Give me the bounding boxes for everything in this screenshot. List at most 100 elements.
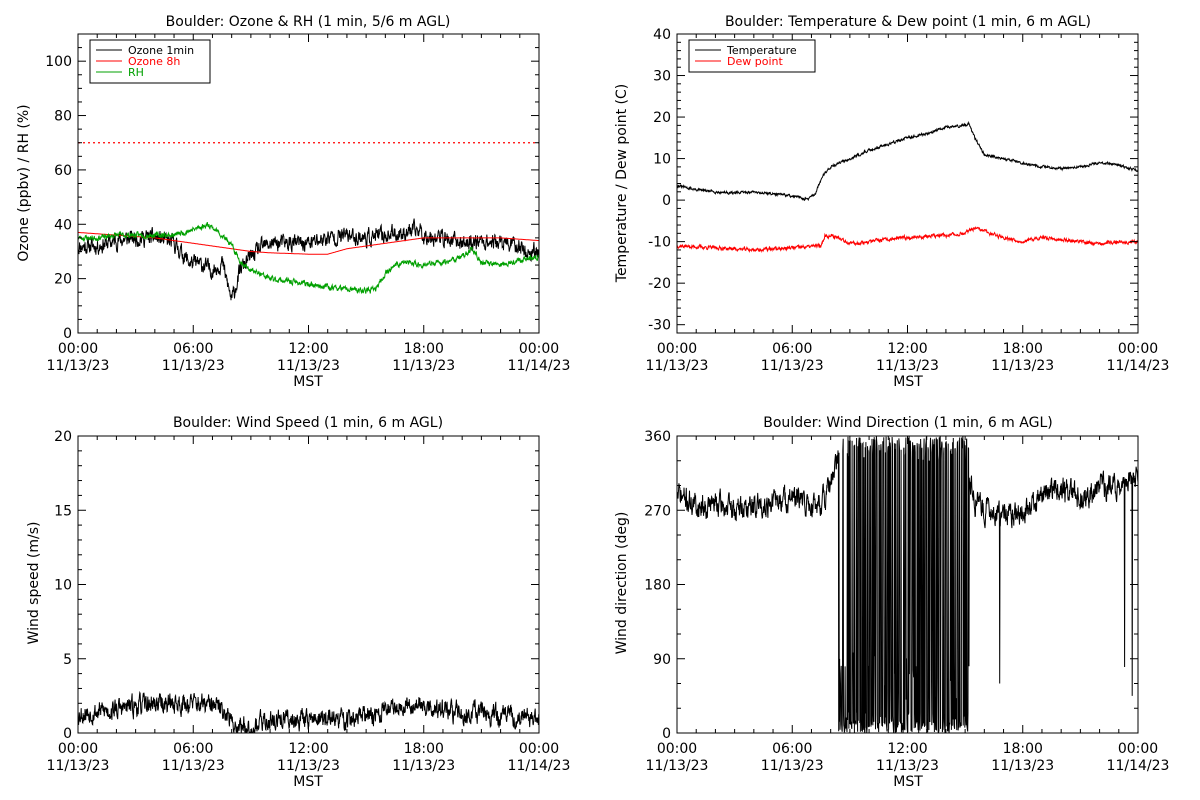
y-tick-label: 10 [653,152,671,168]
x-tick-date: 11/13/23 [392,758,455,774]
y-axis-label: Wind speed (m/s) [26,522,42,645]
x-tick-label: 00:00 [1118,341,1158,357]
x-tick-label: 18:00 [404,341,444,357]
series-line [78,231,539,255]
chart-title: Boulder: Wind Direction (1 min, 6 m AGL) [763,415,1052,431]
y-tick-label: 0 [63,326,72,342]
legend-label: Temperature [726,44,797,57]
y-axis-label: Temperature / Dew point (C) [614,84,630,283]
y-tick-label: 90 [653,652,671,668]
y-tick-label: 100 [45,54,72,70]
y-tick-label: 360 [644,429,671,445]
x-tick-date: 11/13/23 [646,358,709,374]
x-axis-label: MST [293,374,323,390]
x-tick-label: 00:00 [58,341,98,357]
x-tick-label: 06:00 [173,341,213,357]
x-tick-label: 00:00 [1118,741,1158,757]
x-tick-date: 11/13/23 [277,358,340,374]
x-tick-date: 11/14/23 [1107,758,1170,774]
x-tick-date: 11/13/23 [162,358,225,374]
legend-label: Ozone 1min [128,44,194,57]
x-tick-date: 11/13/23 [392,358,455,374]
x-tick-label: 06:00 [173,741,213,757]
plot-area: 00:0011/13/2306:0011/13/2312:0011/13/231… [47,429,571,774]
y-tick-label: -10 [648,235,671,251]
plot-area: 00:0011/13/2306:0011/13/2312:0011/13/231… [644,429,1169,774]
data-layer [78,690,539,733]
x-tick-label: 00:00 [657,341,697,357]
x-tick-label: 12:00 [887,341,927,357]
x-axis-label: MST [893,374,923,390]
x-tick-label: 18:00 [1003,341,1043,357]
y-tick-label: -20 [648,276,671,292]
x-tick-date: 11/13/23 [876,358,939,374]
legend-label: Ozone 8h [128,55,180,68]
y-tick-label: 0 [662,726,671,742]
series-line [78,690,539,733]
x-tick-date: 11/13/23 [991,758,1054,774]
x-tick-label: 00:00 [58,741,98,757]
wind-speed-panel: Boulder: Wind Speed (1 min, 6 m AGL) Win… [26,415,570,790]
x-axis-label: MST [293,774,323,790]
x-tick-date: 11/13/23 [761,758,824,774]
x-tick-label: 06:00 [772,341,812,357]
temperature-dewpoint-panel: Boulder: Temperature & Dew point (1 min,… [614,14,1169,390]
y-tick-label: 60 [54,163,72,179]
ozone-rh-panel: Boulder: Ozone & RH (1 min, 5/6 m AGL) O… [16,14,570,390]
x-axis-label: MST [893,774,923,790]
chart-title: Boulder: Temperature & Dew point (1 min,… [725,14,1091,30]
legend-label: Dew point [727,55,783,68]
y-tick-label: 5 [63,652,72,668]
chart-title: Boulder: Wind Speed (1 min, 6 m AGL) [173,415,443,431]
y-tick-label: 40 [653,27,671,43]
x-tick-date: 11/13/23 [761,358,824,374]
y-tick-label: 40 [54,217,72,233]
y-tick-label: 180 [644,578,671,594]
x-tick-label: 06:00 [772,741,812,757]
x-tick-date: 11/13/23 [876,758,939,774]
y-axis-label: Wind direction (deg) [614,512,630,655]
x-tick-label: 00:00 [519,741,559,757]
data-layer [78,142,539,301]
y-tick-label: 0 [662,193,671,209]
x-tick-label: 12:00 [887,741,927,757]
x-tick-date: 11/13/23 [162,758,225,774]
y-tick-label: 20 [54,272,72,288]
y-axis-label: Ozone (ppbv) / RH (%) [16,104,32,261]
x-tick-date: 11/14/23 [1107,358,1170,374]
chart-title: Boulder: Ozone & RH (1 min, 5/6 m AGL) [166,14,451,30]
x-tick-label: 18:00 [1003,741,1043,757]
series-line [78,221,539,295]
series-line [677,226,1138,253]
y-tick-label: 270 [644,503,671,519]
data-layer [677,120,1138,253]
x-tick-date: 11/13/23 [47,758,110,774]
x-tick-date: 11/14/23 [508,758,571,774]
x-tick-date: 11/13/23 [277,758,340,774]
y-tick-label: 20 [54,429,72,445]
x-tick-label: 12:00 [288,741,328,757]
x-tick-label: 12:00 [288,341,328,357]
plot-area: 00:0011/13/2306:0011/13/2312:0011/13/231… [646,27,1170,374]
x-tick-label: 00:00 [657,741,697,757]
x-tick-date: 11/13/23 [47,358,110,374]
y-tick-label: 80 [54,109,72,125]
y-tick-label: 20 [653,110,671,126]
y-tick-label: 0 [63,726,72,742]
plot-area: 00:0011/13/2306:0011/13/2312:0011/13/231… [45,33,571,374]
x-tick-label: 00:00 [519,341,559,357]
y-tick-label: -30 [648,318,671,334]
wind-direction-panel: Boulder: Wind Direction (1 min, 6 m AGL)… [614,415,1169,790]
x-tick-date: 11/13/23 [646,758,709,774]
series-line [677,120,1138,202]
x-tick-date: 11/13/23 [991,358,1054,374]
y-tick-label: 15 [54,503,72,519]
y-tick-label: 30 [653,69,671,85]
y-tick-label: 10 [54,578,72,594]
x-tick-date: 11/14/23 [508,358,571,374]
series-line [78,218,539,301]
x-tick-label: 18:00 [404,741,444,757]
legend-label: RH [128,66,144,79]
legend-box [688,39,816,73]
